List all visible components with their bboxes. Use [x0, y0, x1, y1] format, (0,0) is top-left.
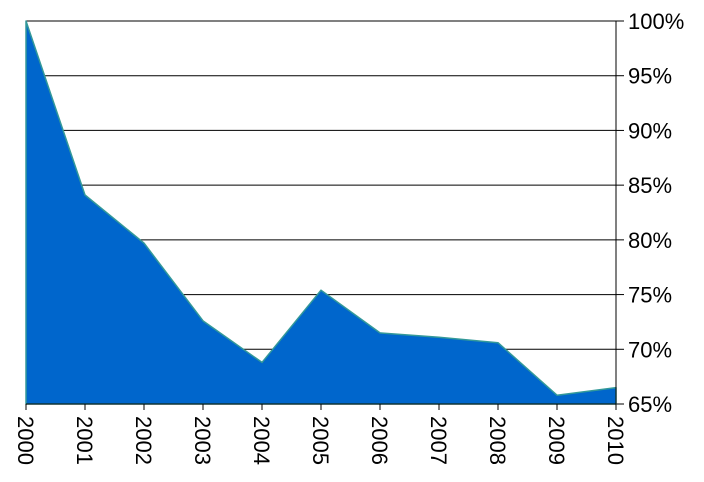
y-tick-labels: 100% 95% 90% 85% 80% 75% 70% 65%: [628, 9, 684, 417]
area-series: [25, 20, 617, 405]
x-tick-labels: 2000 2001 2002 2003 2004 2005 2006 2007 2008 2009…: [13, 416, 628, 465]
x-tick-label: 2006: [367, 416, 392, 465]
y-tick-label: 100%: [628, 9, 684, 34]
x-tick-label: 2000: [13, 416, 38, 465]
axes: [25, 21, 617, 410]
y-tick-label: 85%: [628, 173, 672, 198]
x-tick-label: 2002: [131, 416, 156, 465]
y-tick-label: 95%: [628, 64, 672, 89]
x-tick-label: 2010: [603, 416, 628, 465]
x-tick-label: 2001: [72, 416, 97, 465]
x-tick-label: 2005: [308, 416, 333, 465]
y-tick-label: 80%: [628, 228, 672, 253]
y-tick-label: 65%: [628, 392, 672, 417]
y-tick-label: 90%: [628, 118, 672, 143]
x-tick-label: 2009: [544, 416, 569, 465]
x-tick-label: 2007: [426, 416, 451, 465]
y-tick-label: 75%: [628, 283, 672, 308]
x-tick-label: 2003: [190, 416, 215, 465]
x-tick-label: 2008: [485, 416, 510, 465]
x-tick-label: 2004: [249, 416, 274, 465]
y-tick-label: 70%: [628, 337, 672, 362]
